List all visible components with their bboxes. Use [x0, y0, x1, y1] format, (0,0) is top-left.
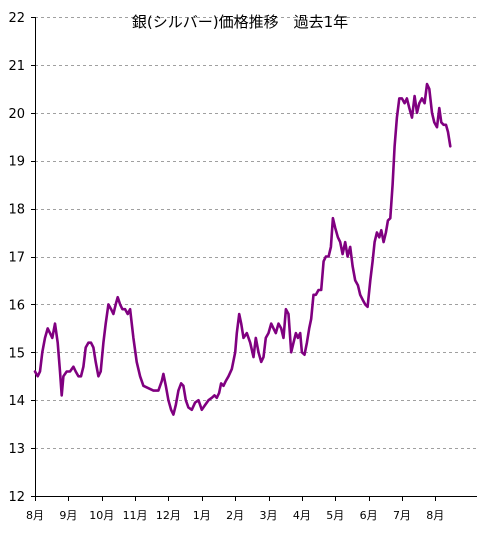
series-layer: [33, 82, 452, 416]
y-tick-label: 16: [8, 298, 25, 313]
x-tick-label: 8月: [26, 509, 44, 522]
x-tick-label: 12月: [156, 509, 181, 522]
x-tick-label: 6月: [360, 509, 378, 522]
y-tick-label: 12: [8, 490, 25, 505]
y-tick-label: 15: [8, 346, 25, 361]
x-tick-label: 7月: [393, 509, 411, 522]
y-tick-labels: 12 13 14 15 16 17 18 19 20 21 22: [8, 11, 25, 505]
x-tick-label: 3月: [260, 509, 278, 522]
x-tick-label: 5月: [326, 509, 344, 522]
series-line-0: [33, 82, 452, 416]
y-tick-label: 22: [8, 11, 25, 26]
chart-title: 銀(シルバー)価格推移 過去1年: [132, 13, 348, 31]
y-tick-label: 14: [8, 394, 25, 409]
y-tick-label: 20: [8, 107, 25, 122]
x-tick-label: 10月: [89, 509, 114, 522]
y-tick-label: 17: [8, 251, 25, 266]
y-tick-label: 18: [8, 203, 25, 218]
y-tick-label: 21: [8, 59, 25, 74]
x-tick-label: 1月: [193, 509, 211, 522]
x-tick-label: 8月: [426, 509, 444, 522]
x-tick-label: 11月: [123, 509, 148, 522]
x-tick-label: 4月: [293, 509, 311, 522]
x-tick-label: 9月: [59, 509, 77, 522]
y-tick-label: 19: [8, 155, 25, 170]
axis-layer: [31, 17, 477, 501]
y-tick-label: 13: [8, 442, 25, 457]
x-tick-labels: 8月 9月 10月 11月 12月 1月 2月 3月 4月 5月 6月 7月 8月: [26, 509, 444, 522]
x-tick-label: 2月: [226, 509, 244, 522]
